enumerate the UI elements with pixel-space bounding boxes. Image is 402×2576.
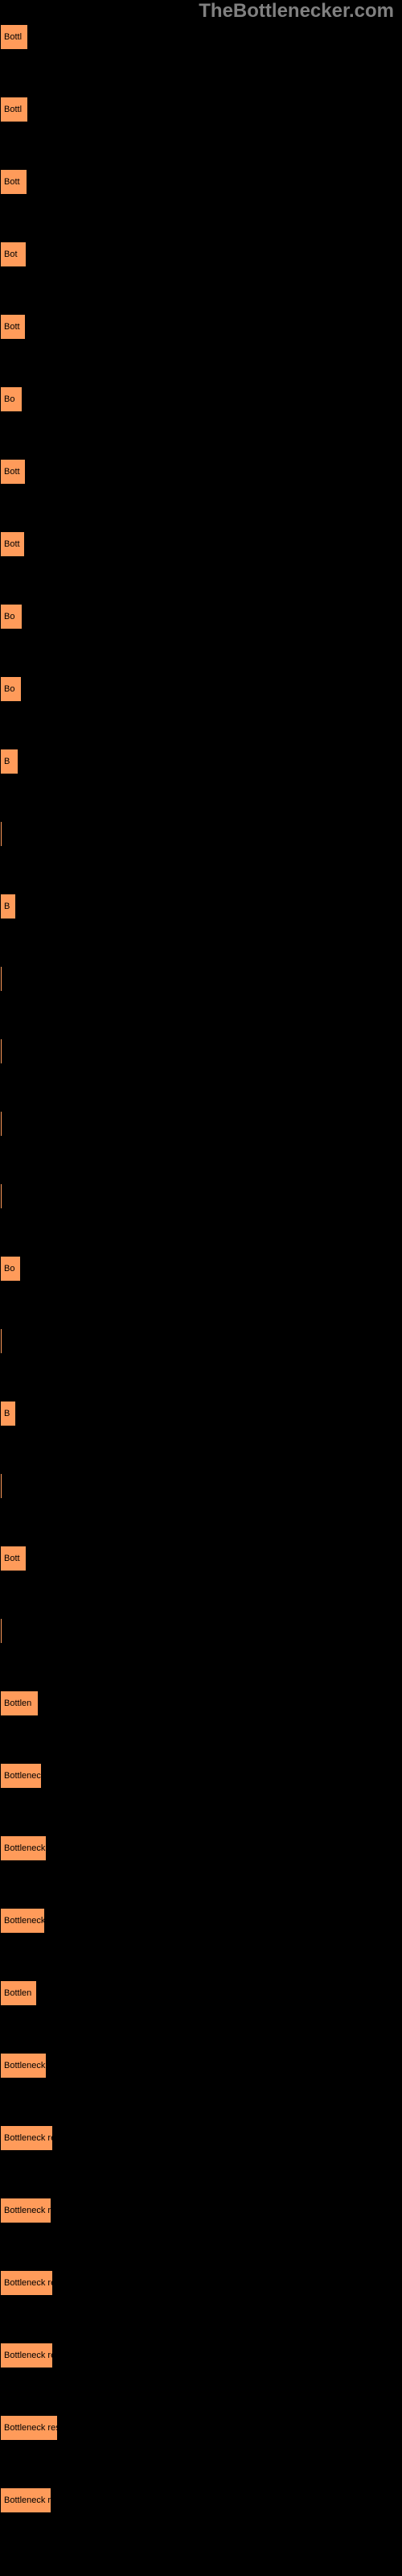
chart-bar: Bottleneck res [0,2125,53,2151]
bar-row: Bo [0,386,402,412]
bar-row: Bot [0,242,402,267]
chart-bar: Bottleneck r [0,1835,47,1861]
bar-row [0,1111,402,1137]
bar-row: Bottleneck res [0,2125,402,2151]
bar-row: Bottl [0,97,402,122]
bar-row: Bottleneck r [0,2053,402,2079]
bar-row: Bottlen [0,1980,402,2006]
bar-row: Bottleneck res [0,2343,402,2368]
bar-row: Bottleneck r [0,1835,402,1861]
chart-bar: B [0,1401,16,1426]
chart-bar [0,1473,2,1499]
bar-row: Bottlen [0,1690,402,1716]
chart-bar: Bottleneck resu [0,2415,58,2441]
chart-bar [0,1111,2,1137]
bar-row: Bott [0,169,402,195]
bar-row [0,1618,402,1644]
chart-bar: Bottleneck res [0,2270,53,2296]
chart-bar: Bo [0,604,23,630]
bar-row: Bottleneck re [0,2487,402,2513]
chart-bar: Bottl [0,24,28,50]
chart-bar: Bo [0,676,22,702]
chart-bar: Bottleneck re [0,2487,51,2513]
bar-row: Bottleneck [0,1763,402,1789]
bar-row: Bottleneck re [0,2198,402,2223]
bar-row: Bo [0,604,402,630]
chart-bar: Bott [0,314,26,340]
chart-bar: Bo [0,386,23,412]
bar-row [0,1473,402,1499]
chart-bar [0,966,2,992]
bar-chart: Bottl Bottl Bott Bot Bott Bo Bott Bott Bo Bo B B Bo B… [0,24,402,2560]
chart-bar: Bott [0,459,26,485]
bar-row [0,1183,402,1209]
chart-bar [0,821,2,847]
chart-bar: B [0,749,18,774]
chart-bar: Bottleneck re [0,2198,51,2223]
chart-bar: Bot [0,242,27,267]
chart-bar: Bott [0,169,27,195]
chart-bar: Bottleneck res [0,2343,53,2368]
bar-row [0,1038,402,1064]
bar-row: Bott [0,459,402,485]
bar-row: B [0,1401,402,1426]
bar-row: Bottleneck res [0,2270,402,2296]
bar-row: Bott [0,531,402,557]
bar-row [0,1328,402,1354]
bar-row: B [0,894,402,919]
chart-bar: Bottlen [0,1980,37,2006]
bar-row [0,821,402,847]
chart-bar: Bottlen [0,1690,39,1716]
chart-bar: B [0,894,16,919]
chart-bar [0,1038,2,1064]
bar-row: Bottleneck resu [0,2415,402,2441]
chart-bar [0,1183,2,1209]
watermark-text: TheBottlenecker.com [199,0,394,23]
bar-row: B [0,749,402,774]
bar-row: Bottleneck [0,1908,402,1934]
bar-row: Bo [0,676,402,702]
chart-bar: Bott [0,531,25,557]
chart-bar: Bottleneck r [0,2053,47,2079]
bar-row: Bott [0,314,402,340]
chart-bar: Bott [0,1546,27,1571]
chart-bar: Bottleneck [0,1763,42,1789]
chart-bar: Bo [0,1256,21,1282]
bar-row: Bott [0,1546,402,1571]
bar-row [0,966,402,992]
chart-bar: Bottleneck [0,1908,45,1934]
chart-bar [0,1328,2,1354]
chart-bar [0,1618,2,1644]
bar-row: Bottl [0,24,402,50]
bar-row: Bo [0,1256,402,1282]
chart-bar: Bottl [0,97,28,122]
